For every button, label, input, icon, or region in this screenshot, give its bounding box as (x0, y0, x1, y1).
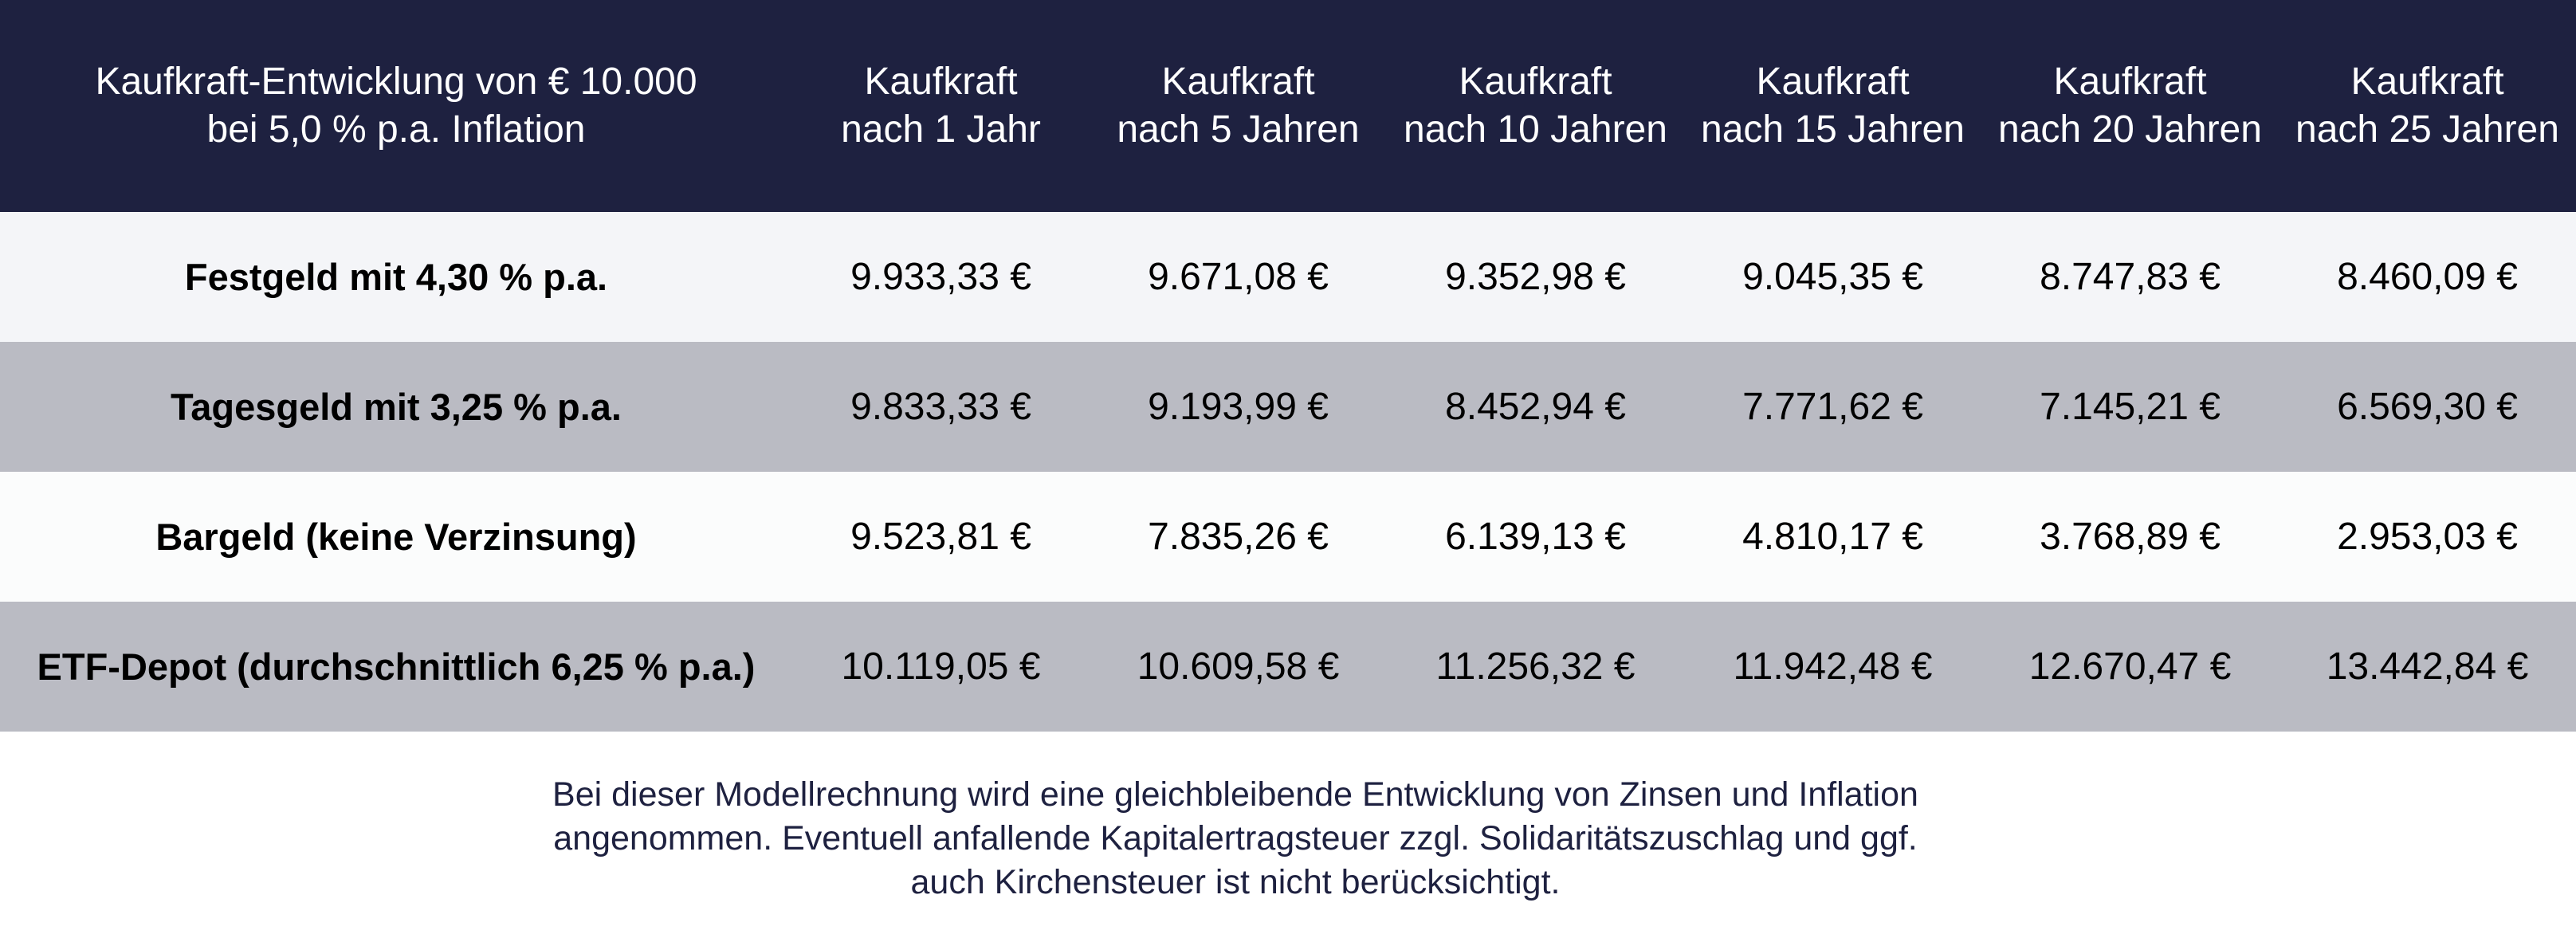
footnote: Bei dieser Modellrechnung wird eine glei… (319, 773, 2152, 904)
footnote-line3: auch Kirchensteuer ist nicht berücksicht… (910, 863, 1561, 901)
table-row-festgeld: Festgeld mit 4,30 % p.a. 9.933,33 € 9.67… (0, 212, 2576, 342)
column-header-line1: Kaufkraft (2053, 61, 2207, 103)
value-cell: 6.139,13 € (1387, 472, 1684, 602)
value-cell: 11.256,32 € (1387, 602, 1684, 732)
table-row-tagesgeld: Tagesgeld mit 3,25 % p.a. 9.833,33 € 9.1… (0, 342, 2576, 472)
column-header-15-years: Kaufkraft nach 15 Jahren (1684, 0, 1981, 212)
table-row-etf-depot: ETF-Depot (durchschnittlich 6,25 % p.a.)… (0, 602, 2576, 732)
value-cell: 9.933,33 € (792, 212, 1090, 342)
column-header-line2: nach 5 Jahren (1117, 108, 1360, 151)
value-cell: 9.833,33 € (792, 342, 1090, 472)
value-cell: 11.942,48 € (1684, 602, 1981, 732)
column-header-line1: Kaufkraft (864, 61, 1018, 103)
row-label: Tagesgeld mit 3,25 % p.a. (0, 342, 792, 472)
value-cell: 4.810,17 € (1684, 472, 1981, 602)
footnote-line2: angenommen. Eventuell anfallende Kapital… (553, 819, 1918, 857)
column-header-line2: nach 20 Jahren (1998, 108, 2262, 151)
value-cell: 2.953,03 € (2279, 472, 2576, 602)
value-cell: 3.768,89 € (1981, 472, 2279, 602)
column-header-line2: nach 25 Jahren (2295, 108, 2559, 151)
column-header-line2: nach 15 Jahren (1701, 108, 1965, 151)
column-header-5-years: Kaufkraft nach 5 Jahren (1090, 0, 1387, 212)
column-header-line1: Kaufkraft (1459, 61, 1612, 103)
column-header-line2: nach 10 Jahren (1404, 108, 1667, 151)
value-cell: 8.460,09 € (2279, 212, 2576, 342)
value-cell: 13.442,84 € (2279, 602, 2576, 732)
column-header-25-years: Kaufkraft nach 25 Jahren (2279, 0, 2576, 212)
header-row: Kaufkraft-Entwicklung von € 10.000 bei 5… (0, 0, 2576, 212)
table-title-line2: bei 5,0 % p.a. Inflation (206, 108, 586, 151)
value-cell: 9.523,81 € (792, 472, 1090, 602)
column-header-line1: Kaufkraft (2350, 61, 2504, 103)
table-row-bargeld: Bargeld (keine Verzinsung) 9.523,81 € 7.… (0, 472, 2576, 602)
value-cell: 10.609,58 € (1090, 602, 1387, 732)
value-cell: 6.569,30 € (2279, 342, 2576, 472)
row-label: Festgeld mit 4,30 % p.a. (0, 212, 792, 342)
value-cell: 8.452,94 € (1387, 342, 1684, 472)
column-header-line1: Kaufkraft (1756, 61, 1910, 103)
column-header-20-years: Kaufkraft nach 20 Jahren (1981, 0, 2279, 212)
value-cell: 7.835,26 € (1090, 472, 1387, 602)
table-header: Kaufkraft-Entwicklung von € 10.000 bei 5… (0, 0, 2576, 212)
value-cell: 9.671,08 € (1090, 212, 1387, 342)
value-cell: 7.145,21 € (1981, 342, 2279, 472)
row-label: ETF-Depot (durchschnittlich 6,25 % p.a.) (0, 602, 792, 732)
column-header-10-years: Kaufkraft nach 10 Jahren (1387, 0, 1684, 212)
value-cell: 7.771,62 € (1684, 342, 1981, 472)
table-body: Festgeld mit 4,30 % p.a. 9.933,33 € 9.67… (0, 212, 2576, 732)
column-header-line2: nach 1 Jahr (841, 108, 1041, 151)
value-cell: 9.193,99 € (1090, 342, 1387, 472)
value-cell: 8.747,83 € (1981, 212, 2279, 342)
value-cell: 9.352,98 € (1387, 212, 1684, 342)
footnote-line1: Bei dieser Modellrechnung wird eine glei… (552, 775, 1918, 814)
column-header-1-year: Kaufkraft nach 1 Jahr (792, 0, 1090, 212)
value-cell: 10.119,05 € (792, 602, 1090, 732)
purchasing-power-table: Kaufkraft-Entwicklung von € 10.000 bei 5… (0, 0, 2576, 732)
column-header-line1: Kaufkraft (1161, 61, 1315, 103)
table-title-line1: Kaufkraft-Entwicklung von € 10.000 (95, 61, 697, 103)
table-title-cell: Kaufkraft-Entwicklung von € 10.000 bei 5… (0, 0, 792, 212)
row-label: Bargeld (keine Verzinsung) (0, 472, 792, 602)
value-cell: 9.045,35 € (1684, 212, 1981, 342)
value-cell: 12.670,47 € (1981, 602, 2279, 732)
